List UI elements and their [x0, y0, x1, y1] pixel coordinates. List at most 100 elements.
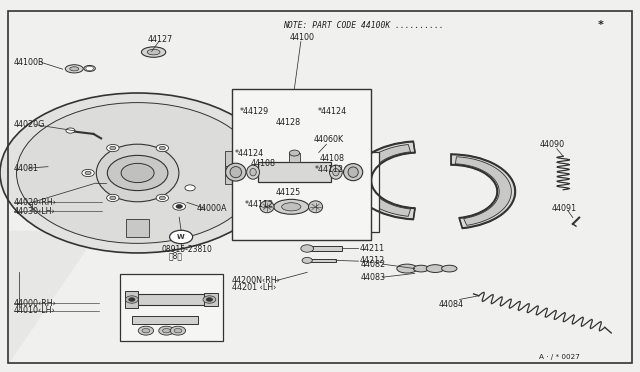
Circle shape: [176, 205, 182, 208]
Circle shape: [156, 144, 168, 152]
Ellipse shape: [413, 265, 429, 272]
Circle shape: [66, 128, 75, 133]
Circle shape: [173, 203, 186, 210]
Text: 44020‹RH›: 44020‹RH›: [14, 198, 57, 207]
Text: *44124: *44124: [235, 149, 264, 158]
Ellipse shape: [344, 164, 363, 181]
Text: 44212: 44212: [360, 256, 385, 265]
Text: 44100: 44100: [289, 33, 314, 42]
Text: 44010‹LH›: 44010‹LH›: [14, 306, 56, 315]
Circle shape: [170, 326, 186, 335]
Text: *: *: [598, 20, 604, 30]
Text: *44124: *44124: [318, 107, 348, 116]
Circle shape: [108, 155, 168, 190]
Ellipse shape: [397, 264, 417, 273]
Circle shape: [289, 150, 300, 156]
Circle shape: [159, 146, 165, 150]
Ellipse shape: [250, 169, 256, 176]
Text: *44112: *44112: [315, 166, 344, 174]
Circle shape: [302, 257, 312, 263]
Circle shape: [156, 194, 168, 202]
Bar: [204, 293, 218, 306]
Text: 44108: 44108: [251, 159, 276, 169]
Ellipse shape: [260, 201, 274, 213]
Ellipse shape: [282, 203, 301, 211]
Ellipse shape: [274, 199, 309, 214]
Polygon shape: [8, 231, 99, 363]
Circle shape: [170, 230, 193, 244]
Ellipse shape: [426, 265, 444, 272]
Bar: [132, 316, 198, 324]
Ellipse shape: [330, 165, 342, 179]
Circle shape: [107, 144, 119, 152]
Ellipse shape: [141, 47, 166, 57]
Bar: [232, 89, 371, 240]
Circle shape: [206, 298, 212, 301]
Text: 44100B: 44100B: [14, 58, 45, 67]
Text: 44211: 44211: [360, 244, 385, 253]
Circle shape: [0, 93, 275, 253]
Text: 44091: 44091: [552, 204, 577, 213]
Circle shape: [142, 328, 150, 333]
Text: W: W: [177, 234, 185, 240]
Circle shape: [159, 326, 174, 335]
Circle shape: [86, 66, 93, 71]
Bar: [289, 153, 300, 162]
Text: 44020G: 44020G: [14, 120, 45, 129]
Circle shape: [85, 171, 91, 175]
Circle shape: [110, 146, 116, 150]
Text: A · / * 0027: A · / * 0027: [539, 354, 580, 360]
Text: 44000‹RH›: 44000‹RH›: [14, 299, 57, 308]
Text: （8）: （8）: [169, 251, 183, 260]
Bar: [128, 294, 206, 305]
Circle shape: [110, 196, 116, 200]
Text: 44082: 44082: [361, 260, 386, 269]
Text: 44128: 44128: [275, 118, 300, 127]
Circle shape: [159, 196, 165, 200]
Ellipse shape: [225, 163, 246, 181]
Circle shape: [203, 296, 216, 303]
Circle shape: [163, 328, 170, 333]
Circle shape: [17, 103, 259, 243]
Text: 44090: 44090: [540, 140, 564, 149]
Text: 44125: 44125: [275, 188, 300, 197]
Text: 44200N‹RH›: 44200N‹RH›: [232, 276, 280, 285]
Ellipse shape: [333, 169, 339, 176]
Text: *44112: *44112: [244, 200, 274, 209]
Text: 44060K: 44060K: [314, 135, 344, 144]
Bar: [225, 151, 241, 166]
Ellipse shape: [246, 165, 259, 179]
Circle shape: [125, 296, 138, 303]
Bar: [258, 162, 331, 182]
Circle shape: [121, 163, 154, 183]
Polygon shape: [352, 141, 415, 219]
Circle shape: [129, 298, 135, 301]
Ellipse shape: [348, 167, 358, 177]
Polygon shape: [456, 157, 511, 225]
Circle shape: [107, 194, 119, 202]
Bar: [126, 219, 149, 237]
Text: 44081: 44081: [14, 164, 39, 173]
Ellipse shape: [96, 144, 179, 202]
Circle shape: [138, 326, 154, 335]
Circle shape: [174, 328, 182, 333]
Ellipse shape: [84, 65, 95, 71]
Text: 44127: 44127: [147, 35, 172, 44]
Ellipse shape: [65, 65, 83, 73]
Text: NOTE: PART CODE 44100K ..........: NOTE: PART CODE 44100K ..........: [283, 21, 444, 30]
Text: 44201 ‹LH›: 44201 ‹LH›: [232, 283, 276, 292]
Bar: [307, 259, 336, 262]
Ellipse shape: [442, 265, 457, 272]
Polygon shape: [356, 144, 410, 217]
Bar: [120, 274, 223, 341]
Ellipse shape: [70, 67, 79, 71]
Circle shape: [82, 169, 94, 177]
Circle shape: [185, 185, 195, 191]
Bar: [289, 152, 379, 232]
Circle shape: [301, 245, 314, 252]
Text: 44000A: 44000A: [197, 204, 228, 213]
Bar: [307, 246, 342, 251]
Ellipse shape: [308, 201, 323, 213]
Ellipse shape: [230, 167, 241, 178]
Text: 44083: 44083: [361, 273, 386, 282]
